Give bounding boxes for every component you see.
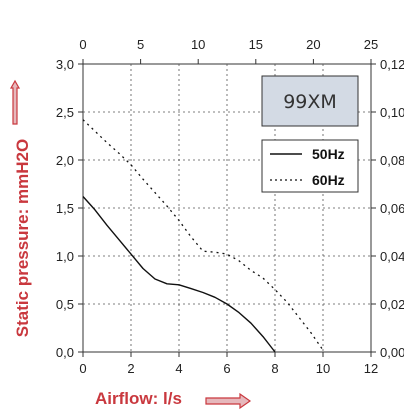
legend-label-50hz: 50Hz xyxy=(312,146,345,162)
series-group xyxy=(82,119,324,353)
legend-box xyxy=(261,139,359,193)
x-tick-label: 12 xyxy=(364,361,378,376)
right-tick-label: 0,10 xyxy=(380,105,404,120)
y-axis-left-ticks: 0,0 0,5 1,0 1,5 2,0 2,5 3,0 xyxy=(56,57,83,360)
y-tick-label: 1,0 xyxy=(56,249,74,264)
right-tick-label: 0,12 xyxy=(380,57,404,72)
y-tick-label: 2,5 xyxy=(56,105,74,120)
legend-label-60hz: 60Hz xyxy=(312,172,345,188)
x-tick-label: 6 xyxy=(223,361,230,376)
y-axis-arrow-icon xyxy=(9,79,21,125)
right-tick-label: 0,06 xyxy=(380,201,404,216)
right-tick-label: 0,04 xyxy=(380,249,404,264)
y-tick-label: 1,5 xyxy=(56,201,74,216)
top-tick-label: 25 xyxy=(364,37,378,52)
y-tick-label: 0,5 xyxy=(56,297,74,312)
top-tick-label: 10 xyxy=(191,37,205,52)
model-label-box xyxy=(261,75,359,127)
top-tick-label: 20 xyxy=(306,37,320,52)
y-tick-label: 3,0 xyxy=(56,57,74,72)
top-tick-label: 0 xyxy=(79,37,86,52)
x-tick-label: 0 xyxy=(79,361,86,376)
y-axis-label: Static pressure: mmH2O xyxy=(13,139,32,337)
x-tick-label: 10 xyxy=(316,361,330,376)
x-tick-label: 2 xyxy=(127,361,134,376)
x-axis-top-ticks: 0 5 10 15 20 25 xyxy=(79,37,378,64)
top-tick-label: 5 xyxy=(137,37,144,52)
right-tick-label: 0,00 xyxy=(380,345,404,360)
model-label: 99XM xyxy=(283,91,337,113)
x-axis-label: Airflow: l/s xyxy=(95,389,182,408)
y-tick-label: 2,0 xyxy=(56,153,74,168)
y-axis-right-ticks: 0,00 0,02 0,04 0,06 0,08 0,10 0,12 xyxy=(371,57,404,360)
right-tick-label: 0,02 xyxy=(380,297,404,312)
x-axis-bottom-ticks: 0 2 4 6 8 10 12 xyxy=(79,352,378,376)
y-tick-label: 0,0 xyxy=(56,345,74,360)
x-tick-label: 8 xyxy=(271,361,278,376)
series-line-50hz xyxy=(82,196,276,353)
x-tick-label: 4 xyxy=(175,361,182,376)
top-tick-label: 15 xyxy=(249,37,263,52)
series-line-60hz xyxy=(82,119,324,351)
x-axis-arrow-icon xyxy=(205,392,252,410)
right-tick-label: 0,08 xyxy=(380,153,404,168)
